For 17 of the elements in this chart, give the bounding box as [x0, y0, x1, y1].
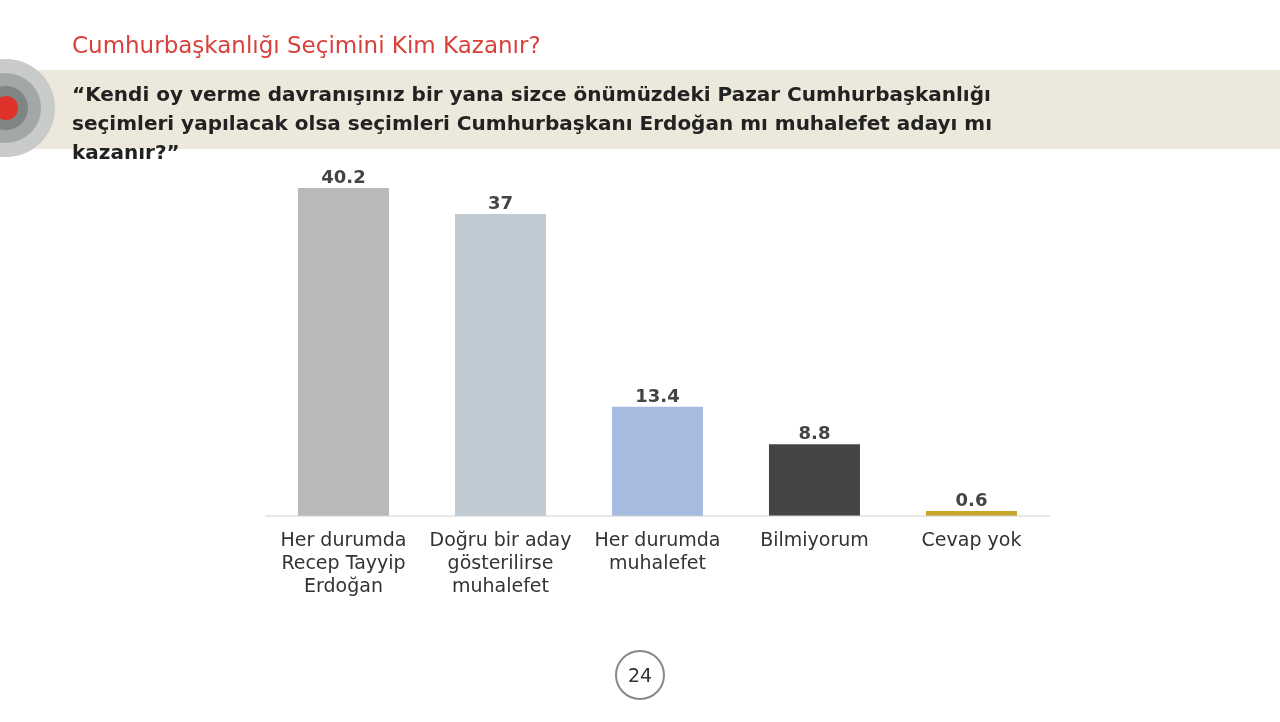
- chart-subtitle: “Kendi oy verme davranışınız bir yana sizce önümüzdeki Pazar Cumhurbaşkanlığı seçimleri yapılacak olsa seçimleri Cumhurbaşkanı Erdoğan mı muhalefet adayı mı kazanır?”: [72, 81, 994, 166]
- chart-title: Cumhurbaşkanlığı Seçimini Kim Kazanır?: [72, 32, 541, 58]
- data-label: 8.8: [798, 422, 831, 444]
- text: 24: [615, 650, 665, 700]
- bar: [454, 214, 546, 516]
- data-label: 37: [487, 192, 513, 214]
- x-tick-label: Bilmiyorum: [760, 528, 869, 550]
- x-tick-label: Her durumda muhalefet: [594, 528, 721, 573]
- x-tick-label: Doğru bir aday gösterilirse muhalefet: [429, 528, 572, 596]
- bar: [297, 188, 389, 516]
- data-label: 40.2: [321, 166, 366, 187]
- bar: [611, 406, 703, 516]
- x-tick-label: Her durumda Recep Tayyip Erdoğan: [280, 528, 407, 596]
- x-tick-label: Cevap yok: [921, 528, 1022, 550]
- data-label: 0.6: [955, 489, 988, 511]
- bar: [768, 444, 860, 516]
- data-label: 13.4: [635, 384, 680, 406]
